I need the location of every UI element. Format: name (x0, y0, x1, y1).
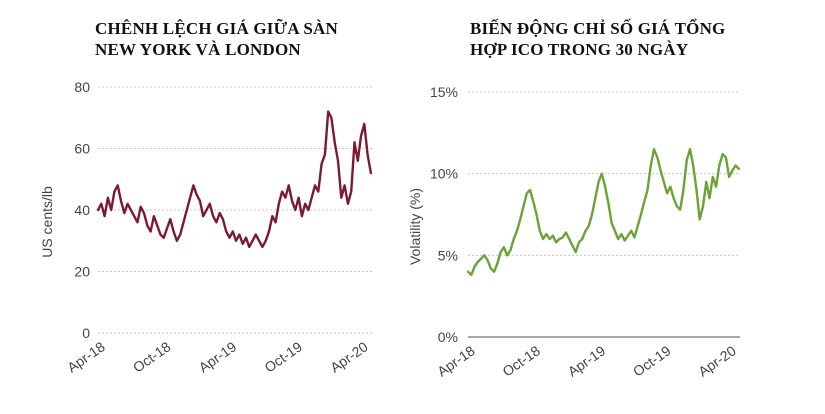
line-chart-spread: 0 20 40 60 80 Apr-18 Oct-18 Apr-19 Oct-19 Apr-20 U… (39, 79, 373, 376)
series-line (96, 110, 373, 249)
y-tick-label: 20 (74, 264, 90, 280)
chart-title-volatility: BIẾN ĐỘNG CHỈ SỐ GIÁ TỔNG HỢP ICO TRONG … (470, 18, 725, 60)
chart-title-line-1: BIẾN ĐỘNG CHỈ SỐ GIÁ TỔNG (470, 19, 726, 38)
x-tick-label: Apr-19 (196, 338, 240, 375)
chart-panel-spread: CHÊNH LỆCH GIÁ GIỮA SÀN NEW YORK VÀ LOND… (0, 0, 412, 414)
x-tick-label: Oct-19 (261, 338, 305, 375)
chart-title-line-2: NEW YORK VÀ LONDON (95, 40, 301, 59)
x-tick-label: Apr-18 (434, 342, 478, 379)
series-line (466, 147, 741, 277)
x-tick-label: Apr-18 (64, 338, 108, 375)
x-tick-label: Oct-19 (630, 342, 674, 379)
y-tick-label: 0 (82, 325, 90, 341)
x-tick-label: Oct-18 (130, 338, 174, 375)
y-tick-label: 5% (438, 247, 458, 263)
x-tick-label: Oct-18 (499, 342, 543, 379)
y-tick-label: 40 (74, 202, 90, 218)
chart-title-spread: CHÊNH LỆCH GIÁ GIỮA SÀN NEW YORK VÀ LOND… (95, 18, 338, 60)
x-tick-label: Apr-20 (695, 342, 739, 379)
y-tick-label: 60 (74, 141, 90, 157)
chart-title-line-2: HỢP ICO TRONG 30 NGÀY (470, 40, 689, 59)
y-tick-label: 10% (430, 166, 458, 182)
chart-title-line-1: CHÊNH LỆCH GIÁ GIỮA SÀN (95, 19, 338, 38)
y-tick-label: 0% (438, 329, 458, 345)
x-tick-label: Apr-20 (327, 338, 371, 375)
y-tick-label: 80 (74, 79, 90, 95)
y-tick-label: 15% (430, 84, 458, 100)
x-tick-label: Apr-19 (565, 342, 609, 379)
y-axis-label: US cents/lb (39, 186, 55, 258)
